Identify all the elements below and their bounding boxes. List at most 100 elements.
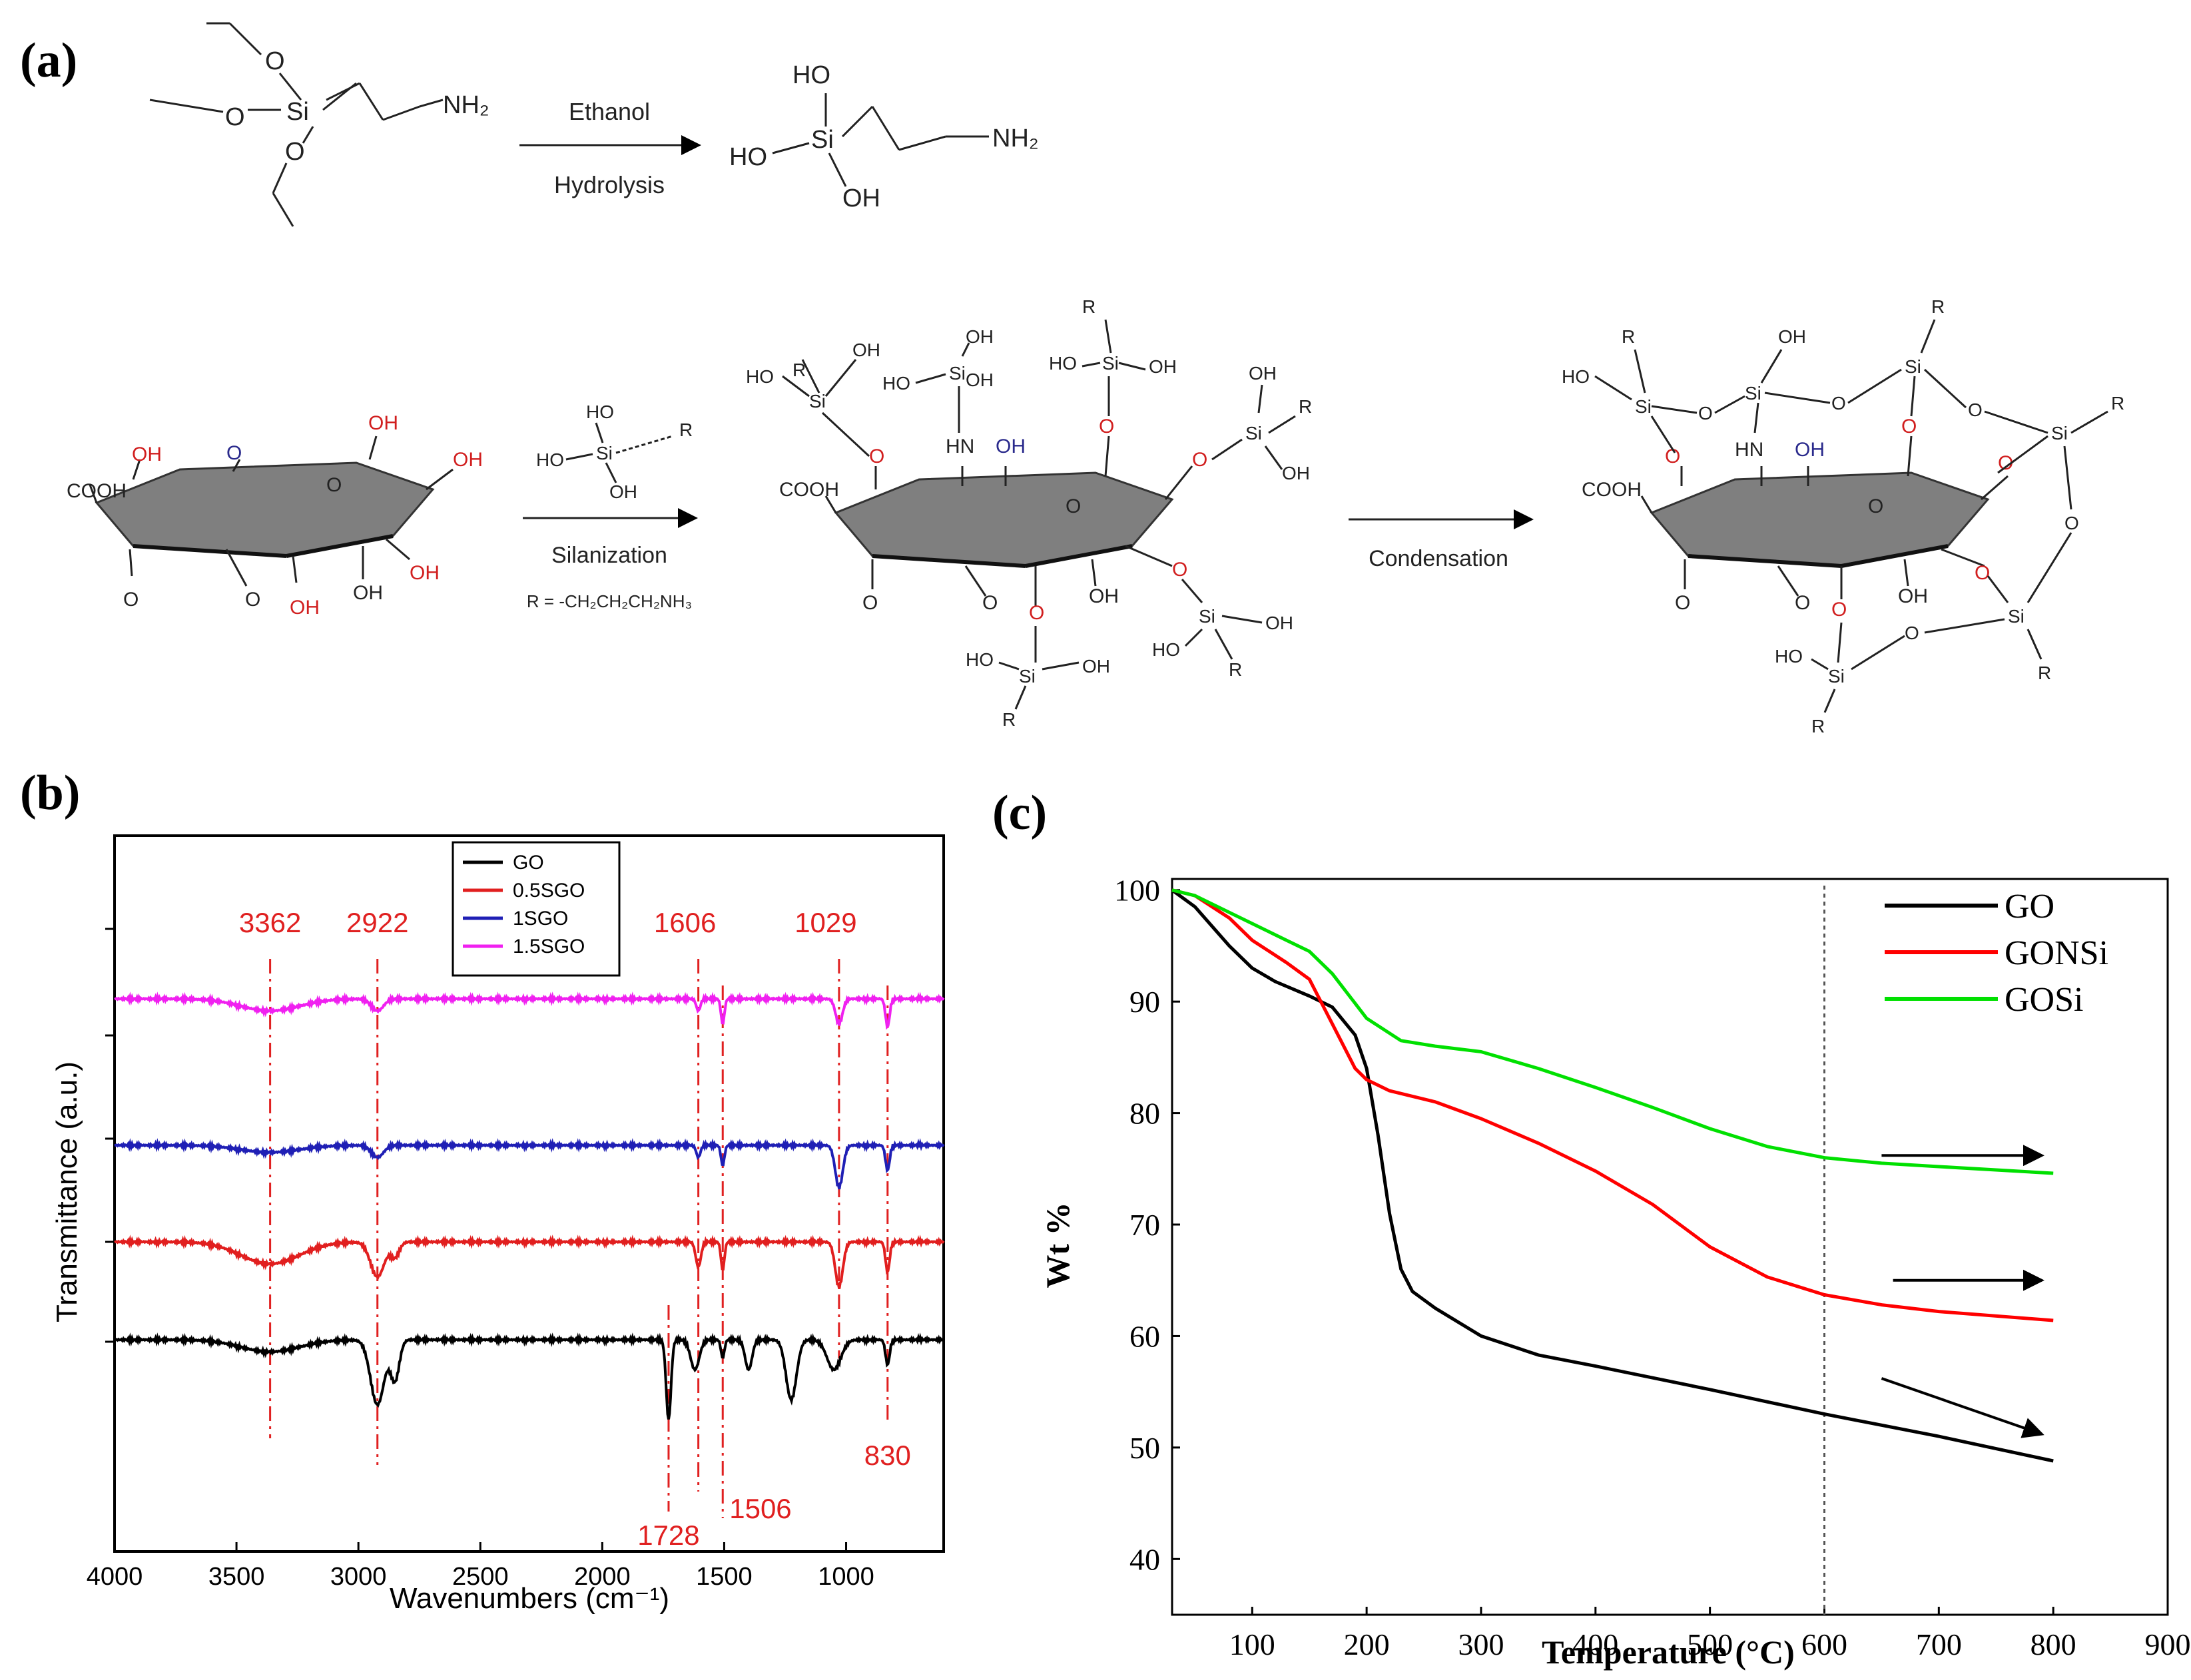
go2-o-2: O xyxy=(1099,416,1114,437)
ftir-legend: GO 0.5SGO 1SGO 1.5SGO xyxy=(452,841,621,977)
tga-x-tick-label: 400 xyxy=(1572,1627,1618,1661)
tga-arrows xyxy=(1881,1145,2044,1438)
tga-series xyxy=(1171,888,2054,1463)
go2-si1-ho: HO xyxy=(746,366,774,387)
aptes-molecule xyxy=(149,22,444,227)
ftir-peak-label-830: 830 xyxy=(864,1440,911,1471)
go2-si4: Si xyxy=(1245,423,1262,443)
go3-o-link2: O xyxy=(1831,393,1846,414)
silanol-ho-top: HO xyxy=(792,61,830,89)
tga-x-tick-label: 200 xyxy=(1344,1627,1390,1661)
go1-oh-4: OH xyxy=(410,562,440,584)
panel-label-b: (b) xyxy=(20,766,80,820)
ftir-legend-label-1SGO: 1SGO xyxy=(513,908,568,930)
go2-si3: Si xyxy=(1102,353,1119,374)
go2-si2-oh-top: OH xyxy=(966,326,994,347)
go2-o-7: O xyxy=(982,592,998,614)
go3-si5: Si xyxy=(2008,606,2025,627)
go2-si6-ho: HO xyxy=(966,649,994,670)
tga-x-tick-label: 800 xyxy=(2031,1627,2076,1661)
ftir-peak-label-1029: 1029 xyxy=(794,907,856,938)
ftir-y-label: Transmittance (a.u.) xyxy=(51,1061,83,1322)
ftir-annotations: 3362 2922 1606 1029 1728 1506 830 xyxy=(239,907,911,1551)
go3-si2-oh: OH xyxy=(1778,326,1806,347)
go1-oh-6: OH xyxy=(353,582,383,604)
reagent-si: Si xyxy=(596,443,613,463)
ftir-line-1.5SGO xyxy=(114,991,945,1030)
go1-o-1: O xyxy=(123,589,139,611)
silanol-oh: OH xyxy=(842,184,880,212)
ftir-line-1SGO xyxy=(114,1138,945,1190)
go2-si6-oh: OH xyxy=(1082,656,1110,677)
tga-y-tick-label: 40 xyxy=(1129,1542,1160,1576)
ftir-x-label: Wavenumbers (cm⁻¹) xyxy=(390,1582,669,1615)
panel-label-c: (c) xyxy=(992,786,1047,840)
go1-oh-3: OH xyxy=(453,449,483,471)
go-sheet-2 xyxy=(824,435,1193,606)
go1-o-3: O xyxy=(326,474,342,496)
go2-si4-oh-top: OH xyxy=(1249,363,1277,384)
go3-o-8: O xyxy=(1868,495,1883,517)
go3-o-link1: O xyxy=(1698,403,1713,423)
ftir-chart: 4000 3500 3000 2500 2000 1500 1000 3362 2922 160… xyxy=(51,834,945,1615)
go2-si5-si: Si xyxy=(1199,606,1215,627)
aptes-o-top: O xyxy=(265,47,285,75)
go2-si5-r: R xyxy=(1229,659,1242,680)
go1-o-epoxy: O xyxy=(226,442,242,464)
go2-cooh: COOH xyxy=(779,479,839,501)
ftir-plot-frame xyxy=(113,834,945,1553)
go1-cooh: COOH xyxy=(67,480,127,502)
tga-y-axis: 40 50 60 70 80 90 100 xyxy=(1114,874,1180,1576)
go3-oh-blue: OH xyxy=(1795,439,1825,461)
go2-si5-oh: OH xyxy=(1265,613,1293,633)
go3-si6-ho: HO xyxy=(1775,646,1803,667)
go3-o-4: O xyxy=(1975,562,1990,584)
tga-line-GONSi xyxy=(1171,888,2054,1322)
go3-o-link5: O xyxy=(1905,623,1919,643)
go2-si1: Si xyxy=(809,391,826,412)
go3-si3-r: R xyxy=(1931,296,1945,317)
silanol-molecule xyxy=(772,93,989,187)
go3-o-1: O xyxy=(1665,445,1680,467)
reaction-scheme: O O Si O NH₂ Ethanol Hydrolysis HO HO Si… xyxy=(67,22,2124,736)
go2-si2-ho: HO xyxy=(882,373,910,394)
reagent-ho-top: HO xyxy=(586,402,614,422)
tga-legend: GO GONSi GOSi xyxy=(1885,888,2108,1019)
ftir-line-GO xyxy=(114,1332,945,1420)
tga-line-GO xyxy=(1171,888,2054,1463)
reagent-ho-left: HO xyxy=(536,449,564,470)
panel-label-a: (a) xyxy=(20,33,77,88)
tga-y-tick-label: 50 xyxy=(1129,1431,1160,1465)
r-group-definition: R = -CH₂CH₂CH₂NH₃ xyxy=(527,591,692,611)
go2-o-1: O xyxy=(869,445,884,467)
ftir-legend-box xyxy=(452,841,621,977)
condensation-label: Condensation xyxy=(1369,546,1508,571)
hydrolysis-label: Hydrolysis xyxy=(554,171,665,198)
silanization-label: Silanization xyxy=(551,543,667,568)
tga-arrow-GO xyxy=(1881,1377,2044,1438)
go2-o-4: O xyxy=(1172,559,1187,581)
go2-si3-r: R xyxy=(1082,296,1096,317)
tga-x-tick-label: 500 xyxy=(1687,1627,1733,1661)
go-sheet-3 xyxy=(1640,435,2009,599)
go2-hn: HN xyxy=(946,435,974,457)
ftir-x-tick-label: 2500 xyxy=(452,1563,509,1591)
hydrolysis-solvent: Ethanol xyxy=(569,98,650,125)
go3-o-5: O xyxy=(1831,599,1847,621)
go3-si1: Si xyxy=(1635,396,1652,417)
go1-oh-5: OH xyxy=(290,597,320,619)
ftir-legend-label-1.5SGO: 1.5SGO xyxy=(513,936,585,958)
go2-si4-oh: OH xyxy=(1282,463,1310,483)
tga-x-tick-label: 300 xyxy=(1458,1627,1504,1661)
ftir-x-tick-label: 2000 xyxy=(574,1563,631,1591)
tga-chart: 100 200 300 400 500 600 700 800 900 40 50 60 70 80 90… xyxy=(1039,874,2191,1671)
ftir-x-tick-label: 1500 xyxy=(696,1563,753,1591)
go3-hn: HN xyxy=(1735,439,1763,461)
reagent-r: R xyxy=(679,420,693,440)
go3-si2: Si xyxy=(1745,383,1761,404)
go2-si4-r: R xyxy=(1299,396,1312,417)
tga-x-axis: 100 200 300 400 500 600 700 800 900 xyxy=(1229,1607,2191,1661)
go3-cooh: COOH xyxy=(1582,479,1642,501)
go2-o-3: O xyxy=(1192,449,1207,471)
